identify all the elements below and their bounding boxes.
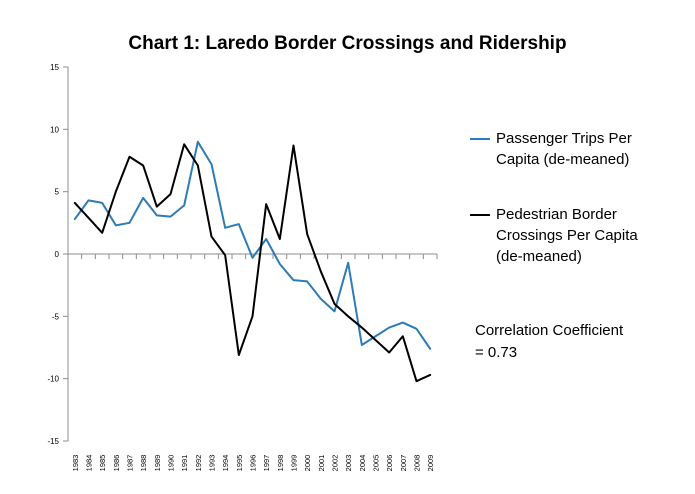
x-tick-label: 1993	[208, 455, 217, 472]
y-tick-label: 5	[55, 188, 60, 197]
x-tick-label: 2006	[385, 455, 394, 472]
legend-swatch-passenger-trips	[470, 138, 490, 140]
y-tick-label: -10	[47, 375, 59, 384]
chart-series	[73, 140, 432, 383]
x-tick-label: 2003	[344, 455, 353, 472]
x-tick-label: 2002	[331, 455, 340, 472]
x-tick-label: 1992	[194, 455, 203, 472]
x-tick-label: 1994	[221, 455, 230, 472]
x-tick-label: 1999	[290, 455, 299, 472]
y-tick-label: -5	[52, 312, 60, 321]
x-tick-label: 1997	[262, 455, 271, 472]
x-tick-label: 2008	[413, 455, 422, 472]
x-tick-label: 1991	[180, 455, 189, 472]
correlation-value: = 0.73	[475, 344, 518, 361]
x-tick-label: 1989	[153, 455, 162, 472]
legend-item-passenger-trips: Passenger Trips Per Capita (de-meaned)	[470, 128, 690, 170]
x-tick-label: 1987	[126, 455, 135, 472]
correlation-label: Correlation Coefficient	[475, 322, 624, 339]
y-tick-label: 0	[55, 250, 60, 259]
x-tick-label: 1996	[249, 455, 258, 472]
x-tick-label: 1985	[98, 455, 107, 472]
legend-item-pedestrian-crossings: Pedestrian Border Crossings Per Capita (…	[470, 204, 690, 267]
y-tick-label: 10	[50, 125, 59, 134]
y-tick-label: -15	[47, 437, 59, 446]
x-tick-label: 1986	[112, 455, 121, 472]
legend-swatch-pedestrian-crossings	[470, 214, 490, 216]
x-tick-label: 2004	[358, 455, 367, 472]
series-line-passenger-trips	[73, 140, 432, 350]
x-tick-label: 1984	[85, 455, 94, 472]
x-tick-label: 2000	[303, 455, 312, 472]
legend-label-pedestrian-crossings: Pedestrian Border Crossings Per Capita (…	[496, 206, 638, 265]
chart-axes: 15 10 5 0 -5 -10 -15 1983 1984 1985 1986 1987 1988 19…	[47, 63, 438, 472]
x-tick-label: 1998	[276, 455, 285, 472]
x-tick-label: 2005	[372, 455, 381, 472]
chart-title: Chart 1: Laredo Border Crossings and Rid…	[128, 33, 567, 54]
x-tick-label: 1988	[139, 455, 148, 472]
x-tick-label: 2001	[317, 455, 326, 472]
correlation-annotation: Correlation Coefficient = 0.73	[475, 320, 675, 364]
x-tick-label: 2007	[399, 455, 408, 472]
x-tick-label: 1990	[167, 455, 176, 472]
x-tick-label: 1995	[235, 455, 244, 472]
series-line-pedestrian-crossings	[73, 143, 432, 383]
y-tick-label: 15	[50, 63, 59, 72]
x-tick-label: 1983	[71, 455, 80, 472]
x-tick-label: 2009	[426, 455, 435, 472]
legend-label-passenger-trips: Passenger Trips Per Capita (de-meaned)	[496, 130, 632, 168]
